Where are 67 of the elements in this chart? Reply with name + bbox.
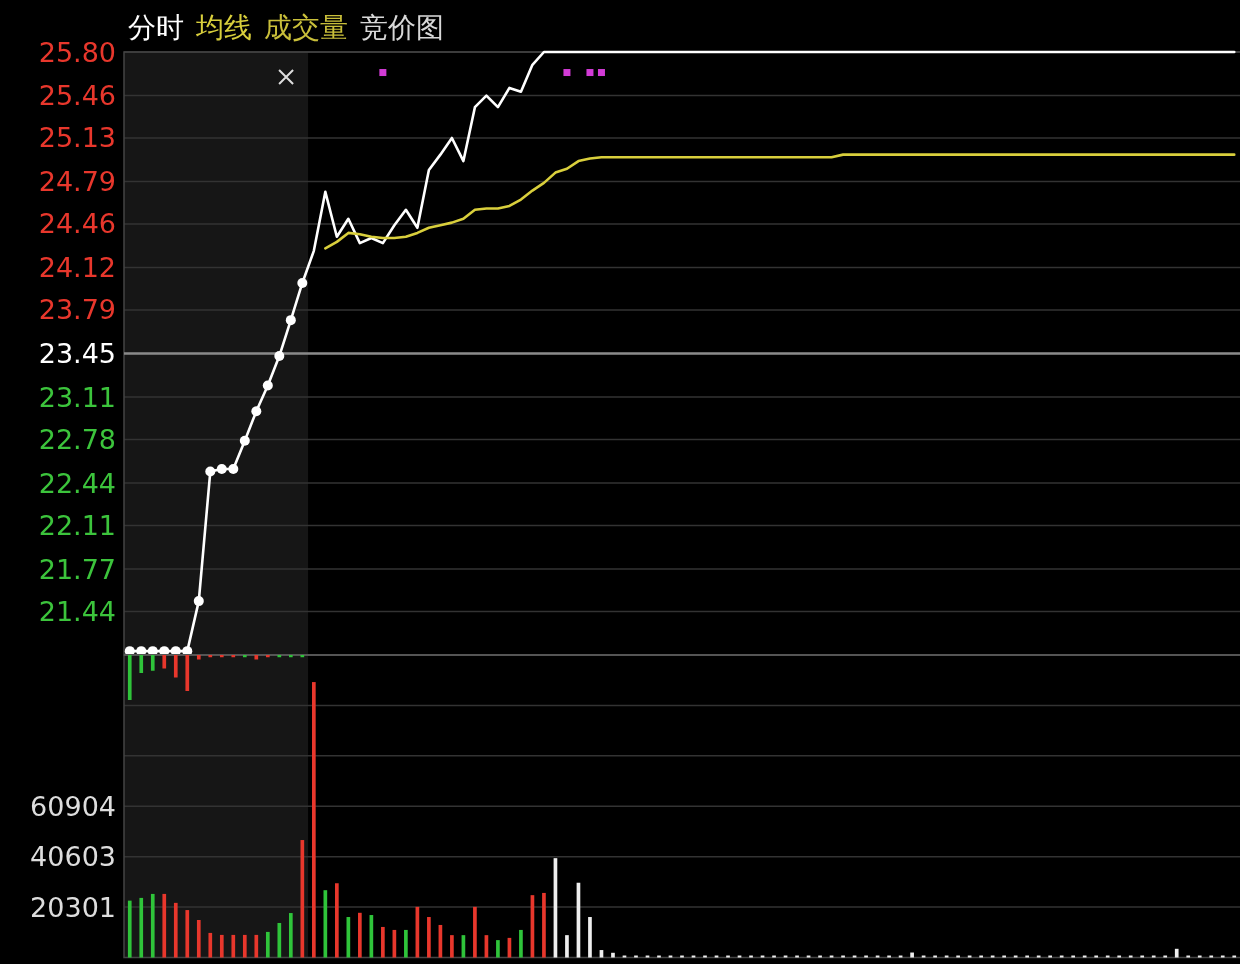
point xyxy=(239,435,250,446)
y-tick-label: 24.12 xyxy=(38,252,116,284)
line-series xyxy=(324,153,1236,250)
bar xyxy=(542,892,546,958)
bar xyxy=(265,931,270,958)
bar xyxy=(196,920,201,958)
bar xyxy=(1174,948,1179,958)
bar xyxy=(358,912,362,958)
point xyxy=(228,463,239,474)
bar xyxy=(162,893,167,958)
bar xyxy=(150,893,155,958)
y-tick-label: 40603 xyxy=(30,841,116,873)
bar xyxy=(185,910,190,958)
point xyxy=(205,466,216,477)
bar xyxy=(473,906,477,958)
bar xyxy=(277,922,282,958)
bar xyxy=(300,840,305,958)
point xyxy=(193,596,204,607)
point xyxy=(563,69,571,77)
point xyxy=(285,315,296,326)
point xyxy=(586,69,594,77)
y-tick-label: 22.44 xyxy=(38,467,116,499)
bar xyxy=(127,900,132,958)
y-tick-label: 23.45 xyxy=(38,338,116,369)
bar xyxy=(519,929,523,958)
y-tick-label: 22.78 xyxy=(38,423,116,455)
bar xyxy=(496,940,500,958)
point xyxy=(216,463,227,474)
bar xyxy=(323,890,328,958)
bar xyxy=(565,935,569,958)
bar xyxy=(427,917,431,958)
y-tick-label: 60904 xyxy=(30,790,116,822)
bar xyxy=(910,952,914,958)
y-tick-label: 25.46 xyxy=(38,80,116,112)
bar xyxy=(231,934,236,958)
bar xyxy=(404,929,408,958)
y-tick-label: 24.79 xyxy=(38,166,116,198)
text: 成交量 xyxy=(264,10,348,44)
bar xyxy=(173,902,178,958)
bar xyxy=(208,932,213,958)
y-tick-label: 25.13 xyxy=(38,122,116,154)
y-tick-label: 21.44 xyxy=(38,595,116,627)
bar xyxy=(335,883,339,958)
y-tick-label: 25.80 xyxy=(38,36,116,68)
y-tick-label: 23.11 xyxy=(38,381,116,413)
bar xyxy=(611,952,615,958)
text: 竞价图 xyxy=(360,10,444,44)
legend: 分时 均线 xyxy=(128,10,252,44)
point xyxy=(274,351,285,362)
point xyxy=(597,69,605,77)
bar xyxy=(254,934,259,958)
bar xyxy=(311,682,316,958)
point xyxy=(251,406,262,417)
y-tick-label: 22.11 xyxy=(38,509,116,541)
point xyxy=(379,69,387,77)
y-tick-label: 24.46 xyxy=(38,208,116,240)
bar xyxy=(288,913,293,958)
bar xyxy=(219,934,224,958)
bar xyxy=(242,934,247,958)
point xyxy=(262,380,273,391)
bar xyxy=(381,926,385,958)
bar xyxy=(450,935,454,958)
bar xyxy=(139,897,144,958)
y-tick-label: 21.77 xyxy=(38,553,116,585)
y-tick-label: 20301 xyxy=(30,891,116,923)
bar xyxy=(588,917,592,958)
y-tick-label: 23.79 xyxy=(38,294,116,326)
